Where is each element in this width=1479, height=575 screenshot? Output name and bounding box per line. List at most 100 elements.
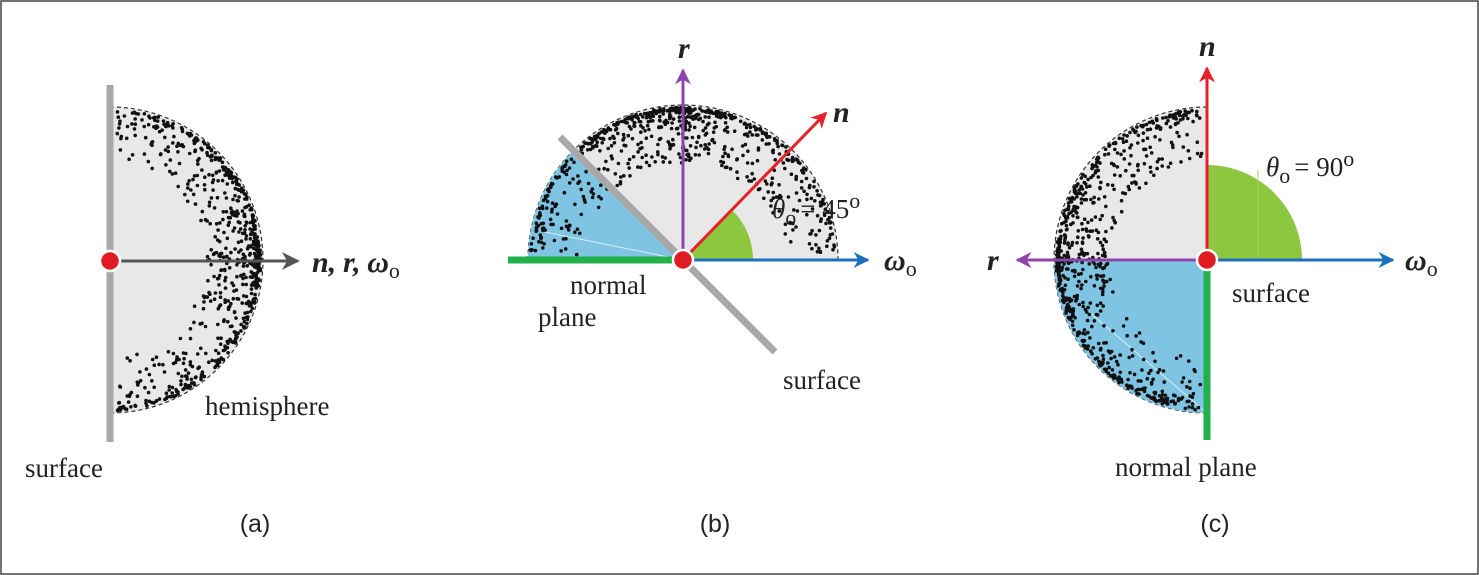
dot: [667, 114, 672, 119]
dot: [161, 119, 166, 123]
dot: [1101, 290, 1105, 294]
dot: [668, 160, 672, 165]
dot: [534, 221, 539, 225]
dot: [1077, 188, 1081, 192]
dot: [127, 157, 131, 162]
dot: [186, 182, 190, 186]
dot: [825, 209, 830, 214]
dot: [573, 230, 577, 235]
dot: [214, 348, 218, 353]
dot: [794, 157, 798, 161]
dot: [829, 220, 833, 225]
dot: [1168, 125, 1173, 129]
dot: [773, 138, 777, 143]
dot: [712, 111, 716, 115]
dot: [1157, 398, 1161, 403]
dot: [1087, 235, 1091, 239]
dot: [573, 202, 577, 207]
dot: [1160, 393, 1165, 397]
dot: [241, 324, 246, 329]
dot: [156, 115, 160, 119]
dot: [541, 228, 545, 233]
dot: [1096, 156, 1101, 160]
dot: [703, 109, 707, 114]
dot: [640, 155, 644, 160]
dot: [581, 194, 586, 199]
dot: [606, 146, 610, 151]
dot: [1166, 165, 1171, 169]
dot: [250, 271, 255, 276]
dot: [1168, 161, 1173, 165]
dot: [1081, 331, 1085, 336]
dot: [698, 106, 702, 111]
dot: [799, 186, 804, 190]
dot: [693, 113, 697, 118]
dot: [1140, 387, 1144, 392]
dot: [238, 227, 243, 231]
dot: [1145, 376, 1150, 381]
dot: [1165, 396, 1170, 401]
dot: [687, 121, 691, 125]
dot: [126, 400, 131, 404]
dot: [627, 124, 632, 129]
dot: [585, 141, 589, 146]
dot: [1083, 191, 1088, 195]
dot: [1115, 151, 1120, 155]
dot: [663, 156, 668, 160]
dot: [224, 196, 229, 200]
angle-value: = 45: [800, 194, 849, 224]
dot: [171, 122, 175, 126]
dot: [125, 356, 130, 360]
dot: [226, 223, 231, 227]
dot: [171, 361, 176, 366]
panel-c: n r ωo θo = 90o surface normal plane (c): [987, 30, 1438, 538]
dot: [677, 119, 682, 123]
dot: [1183, 406, 1188, 411]
dot: [754, 127, 759, 131]
dot: [567, 181, 572, 185]
dot: [1119, 209, 1124, 214]
dot: [688, 144, 693, 148]
dot: [1173, 401, 1177, 406]
dot: [1149, 380, 1154, 385]
dot: [1136, 162, 1140, 167]
dot: [1092, 200, 1096, 205]
dot: [183, 192, 187, 197]
dot: [1072, 187, 1077, 192]
dot: [226, 307, 231, 312]
dot: [1085, 347, 1090, 351]
dot: [201, 140, 206, 144]
dot: [1115, 165, 1120, 169]
dot: [647, 127, 651, 132]
dot: [187, 386, 191, 390]
dot: [748, 125, 753, 130]
dot: [205, 295, 210, 299]
dot: [1131, 127, 1135, 131]
dot: [1107, 365, 1111, 370]
dot: [210, 358, 214, 363]
dot: [1079, 201, 1084, 205]
dot: [1136, 379, 1141, 383]
dot: [1122, 133, 1126, 137]
dot: [247, 253, 252, 257]
dot: [168, 158, 173, 162]
dot: [1128, 371, 1132, 375]
dot: [1088, 184, 1092, 188]
dot: [657, 110, 662, 114]
dot: [165, 120, 170, 125]
dot: [1181, 376, 1186, 380]
dot: [1139, 379, 1143, 383]
dot: [1098, 309, 1103, 313]
dot: [1118, 370, 1123, 375]
dot: [764, 142, 769, 146]
dot: [1111, 329, 1115, 333]
dot: [1066, 267, 1070, 271]
dot: [215, 276, 220, 281]
dot: [678, 155, 683, 160]
dot: [1076, 272, 1081, 277]
dot: [1085, 318, 1090, 323]
dot: [235, 263, 239, 267]
dot: [254, 276, 259, 281]
dot: [790, 155, 795, 160]
dot: [745, 175, 749, 179]
